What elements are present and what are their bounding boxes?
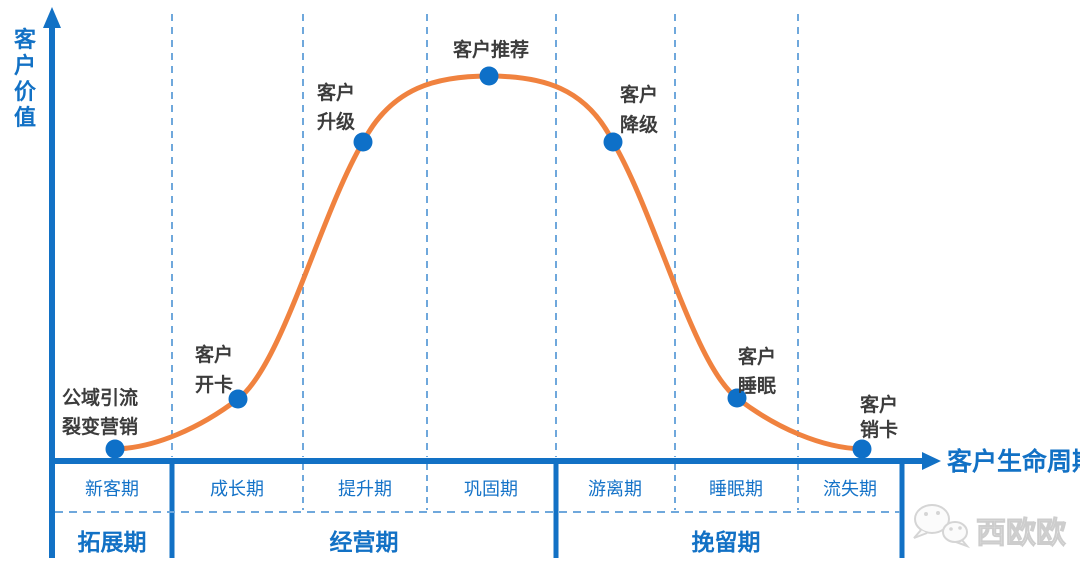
label-sleep-line1: 客户 bbox=[738, 345, 776, 368]
stage-table bbox=[55, 458, 905, 558]
label-downgrade-line2: 降级 bbox=[620, 113, 658, 136]
wechat-eye-1 bbox=[924, 512, 928, 516]
label-acquisition-line1: 公域引流 bbox=[62, 386, 138, 409]
stage-grid-dashed-lines bbox=[171, 14, 799, 457]
stage-row-labels: 新客期 成长期 提升期 巩固期 游离期 睡眠期 流失期 bbox=[85, 479, 877, 499]
dot-card-open bbox=[228, 389, 248, 409]
dot-card-cancel bbox=[852, 439, 872, 459]
watermark-text: 西欧欧 bbox=[976, 517, 1066, 550]
x-axis bbox=[49, 452, 941, 470]
curve-point-labels: 公域引流 裂变营销 客户 开卡 客户 升级 客户推荐 客户 降级 客户 睡眠 客… bbox=[62, 38, 898, 441]
dot-acquisition bbox=[105, 439, 125, 459]
label-sleep-line2: 睡眠 bbox=[738, 375, 776, 397]
y-axis-char-1: 客 bbox=[14, 27, 37, 52]
wechat-bubble-large bbox=[914, 504, 950, 534]
label-card-cancel-line2: 销卡 bbox=[860, 418, 898, 441]
stage-improve: 提升期 bbox=[338, 479, 392, 499]
stage-sleep: 睡眠期 bbox=[709, 479, 763, 499]
wechat-bubble-large-tail-line bbox=[913, 529, 928, 539]
label-referral: 客户推荐 bbox=[453, 38, 529, 61]
y-axis bbox=[43, 7, 61, 558]
dot-sleep bbox=[727, 388, 747, 408]
group-operate: 经营期 bbox=[330, 529, 399, 555]
label-card-cancel-line1: 客户 bbox=[860, 393, 898, 416]
label-upgrade-line1: 客户 bbox=[317, 81, 355, 104]
group-expand: 拓展期 bbox=[78, 529, 147, 555]
dot-referral bbox=[479, 66, 499, 86]
group-row-labels: 拓展期 经营期 挽留期 bbox=[78, 529, 761, 555]
label-downgrade-line1: 客户 bbox=[620, 83, 658, 106]
x-axis-arrow-icon bbox=[922, 452, 941, 470]
wechat-eye-4 bbox=[958, 526, 962, 530]
y-axis-arrow-icon bbox=[43, 7, 61, 28]
wechat-eye-2 bbox=[936, 511, 940, 515]
stage-drift: 游离期 bbox=[588, 479, 642, 499]
stage-growth: 成长期 bbox=[210, 479, 264, 499]
watermark: 西欧欧 bbox=[913, 504, 1067, 551]
x-axis-title: 客户生命周期 bbox=[947, 447, 1080, 476]
y-axis-char-4: 值 bbox=[14, 105, 36, 130]
dot-downgrade bbox=[603, 132, 623, 152]
wechat-bubble-small bbox=[942, 521, 968, 543]
y-axis-char-3: 价 bbox=[14, 79, 37, 104]
group-retain: 挽留期 bbox=[692, 529, 761, 555]
wechat-icon bbox=[913, 504, 971, 549]
label-card-open-line1: 客户 bbox=[195, 343, 233, 366]
stage-new-customer: 新客期 bbox=[85, 479, 139, 499]
stage-consolidate: 巩固期 bbox=[464, 479, 518, 499]
stage-churn: 流失期 bbox=[823, 479, 877, 499]
label-card-open-line2: 开卡 bbox=[195, 373, 233, 396]
wechat-bubble-small-tail bbox=[955, 539, 971, 549]
wechat-eye-3 bbox=[949, 527, 953, 531]
label-acquisition-line2: 裂变营销 bbox=[62, 415, 138, 438]
y-axis-title: 客 户 价 值 bbox=[14, 27, 37, 130]
curve-milestone-dots bbox=[105, 66, 872, 459]
label-upgrade-line2: 升级 bbox=[317, 110, 355, 133]
dot-upgrade bbox=[353, 132, 373, 152]
y-axis-char-2: 户 bbox=[14, 53, 36, 78]
